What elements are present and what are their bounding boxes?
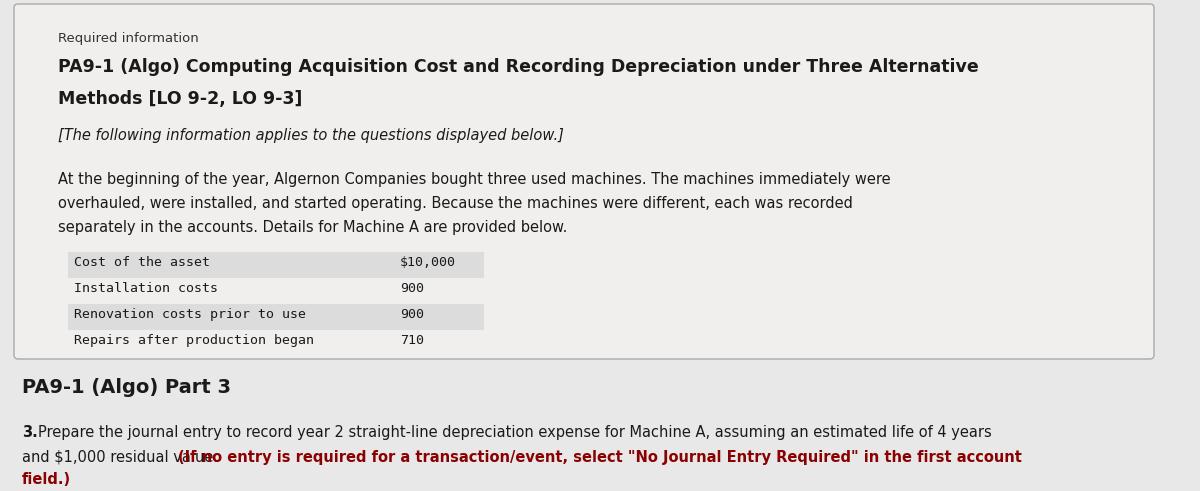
Bar — [68, 304, 484, 330]
Bar — [68, 278, 484, 304]
Bar — [68, 330, 484, 356]
Text: (If no entry is required for a transaction/event, select "No Journal Entry Requi: (If no entry is required for a transacti… — [178, 450, 1022, 465]
Text: Renovation costs prior to use: Renovation costs prior to use — [74, 308, 306, 321]
Text: 710: 710 — [400, 334, 424, 347]
Text: and $1,000 residual value.: and $1,000 residual value. — [22, 450, 223, 465]
Text: At the beginning of the year, Algernon Companies bought three used machines. The: At the beginning of the year, Algernon C… — [58, 172, 890, 187]
Text: 900: 900 — [400, 308, 424, 321]
Text: 3.: 3. — [22, 425, 37, 440]
Text: Methods [LO 9-2, LO 9-3]: Methods [LO 9-2, LO 9-3] — [58, 90, 302, 108]
Text: Installation costs: Installation costs — [74, 282, 218, 295]
Text: Prepare the journal entry to record year 2 straight-line depreciation expense fo: Prepare the journal entry to record year… — [38, 425, 991, 440]
Text: Cost of the asset: Cost of the asset — [74, 256, 210, 269]
Text: PA9-1 (Algo) Part 3: PA9-1 (Algo) Part 3 — [22, 378, 230, 397]
FancyBboxPatch shape — [14, 4, 1154, 359]
Text: Repairs after production began: Repairs after production began — [74, 334, 314, 347]
Text: $10,000: $10,000 — [400, 256, 456, 269]
Text: overhauled, were installed, and started operating. Because the machines were dif: overhauled, were installed, and started … — [58, 196, 853, 211]
Text: separately in the accounts. Details for Machine A are provided below.: separately in the accounts. Details for … — [58, 220, 568, 235]
Text: field.): field.) — [22, 472, 71, 487]
Text: Required information: Required information — [58, 32, 199, 45]
Text: [The following information applies to the questions displayed below.]: [The following information applies to th… — [58, 128, 564, 143]
Bar — [68, 252, 484, 278]
Text: PA9-1 (Algo) Computing Acquisition Cost and Recording Depreciation under Three A: PA9-1 (Algo) Computing Acquisition Cost … — [58, 58, 979, 76]
Text: 900: 900 — [400, 282, 424, 295]
